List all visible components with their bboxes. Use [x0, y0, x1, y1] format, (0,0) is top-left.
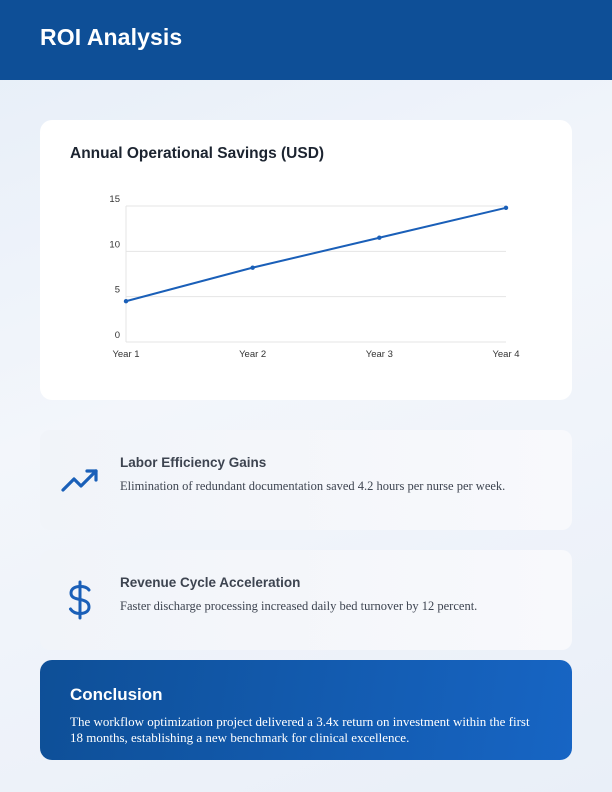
savings-line-chart: 0 5 10 15 Year 1 Year 2 Year 3 Year 4: [109, 194, 519, 360]
x-tick-label: Year 3: [366, 349, 393, 360]
feature-title: Revenue Cycle Acceleration: [120, 575, 301, 590]
trending-up-icon: [60, 460, 100, 500]
dollar-sign-icon: [60, 580, 100, 620]
data-point: [250, 265, 255, 270]
data-point: [503, 205, 509, 211]
feature-description: Faster discharge processing increased da…: [120, 599, 478, 613]
conclusion-card: Conclusion The workflow optimization pro…: [40, 660, 572, 760]
y-tick-label: 15: [109, 194, 120, 205]
data-point: [123, 299, 129, 304]
data-point: [377, 235, 382, 240]
x-tick-label: Year 4: [492, 349, 519, 360]
conclusion-text: The workflow optimization project delive…: [70, 714, 530, 745]
x-tick-label: Year 1: [112, 349, 139, 360]
feature-title: Labor Efficiency Gains: [120, 455, 267, 470]
series-line: [125, 206, 507, 303]
page-header: ROI Analysis: [0, 0, 612, 80]
chart-title: Annual Operational Savings (USD): [70, 145, 325, 162]
y-tick-label: 5: [115, 285, 120, 296]
feature-card-revenue-cycle: Revenue Cycle Acceleration Faster discha…: [40, 550, 572, 650]
feature-card-labor-efficiency: Labor Efficiency Gains Elimination of re…: [40, 430, 572, 530]
page-title: ROI Analysis: [40, 24, 183, 50]
savings-chart-card: Annual Operational Savings (USD) 0 5 10 15 Y…: [40, 120, 572, 400]
y-tick-label: 10: [109, 239, 120, 250]
conclusion-title: Conclusion: [70, 685, 163, 704]
x-tick-label: Year 2: [239, 349, 266, 360]
y-tick-label: 0: [115, 330, 120, 341]
feature-description: Elimination of redundant documentation s…: [120, 479, 506, 493]
